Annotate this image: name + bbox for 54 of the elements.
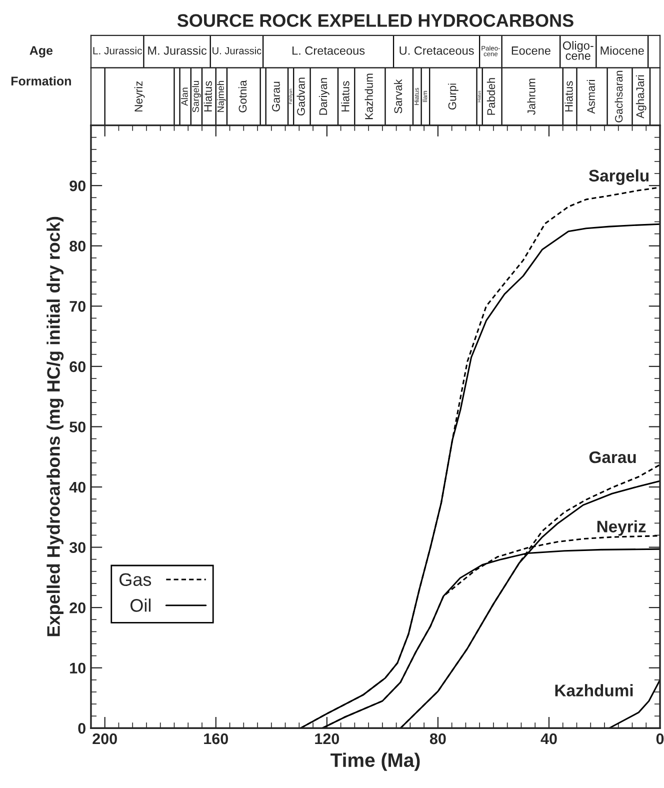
category-label: Sarvak <box>394 79 402 114</box>
category-label: Najmeh <box>217 80 226 112</box>
text: Oligo- cene <box>562 41 594 60</box>
category-label: Formation <box>11 76 71 86</box>
x-tick-label: 200 <box>92 733 117 744</box>
x-tick-label: 120 <box>315 733 340 744</box>
y-tick-label: 20 <box>70 602 86 614</box>
x-tick-label: 0 <box>656 733 664 744</box>
category-label: Jahrum <box>527 78 536 115</box>
y-tick-label: 70 <box>70 301 86 312</box>
text: Eocene <box>512 46 550 55</box>
text: SOURCE ROCK EXPELLED HYDROCARBONS <box>177 14 574 27</box>
y-tick-label: 40 <box>69 482 86 493</box>
category-label: Neyriz <box>134 81 145 112</box>
category-label: Pabdeh <box>486 78 496 115</box>
x-tick-label: 40 <box>540 733 557 744</box>
y-tick-label: 30 <box>69 542 86 553</box>
y-tick-label: 90 <box>70 180 86 192</box>
category-label: Hiatus <box>564 81 573 112</box>
category-label: Asmari <box>586 80 595 114</box>
text: U. Jurassic <box>212 46 262 54</box>
category-label: Gachsaran <box>614 70 623 122</box>
text: L. Jurassic <box>93 46 142 54</box>
annotation: Kazhdumi <box>555 684 633 696</box>
y-tick-label: 50 <box>70 422 86 432</box>
category-label: Hiatus <box>341 81 350 112</box>
category-label: Alan <box>180 88 188 106</box>
x-tick-label: 160 <box>204 733 228 744</box>
x-tick-label: 80 <box>430 733 446 744</box>
text: L. Cretaceous <box>292 46 365 55</box>
annotation: Garau <box>589 451 636 464</box>
category-label: Sargelu <box>192 80 201 112</box>
category-label: Garau <box>272 82 280 112</box>
category-label: Hiatus <box>204 81 212 112</box>
x-axis-title: Time (Ma) <box>330 752 420 771</box>
category-label: Gotnia <box>238 80 247 112</box>
category-label: Gadvan <box>296 78 305 116</box>
legend-label: Oil <box>130 598 151 612</box>
annotation: Neyriz <box>597 520 646 536</box>
text: U. Cretaceous <box>400 46 474 55</box>
category-label: Kazhdum <box>364 74 373 120</box>
y-tick-label: 60 <box>70 361 86 372</box>
y-tick-label: 80 <box>70 240 86 252</box>
text: Miocene <box>600 46 644 55</box>
category-label: Gurpi <box>448 84 458 110</box>
y-axis-title: Expelled Hydrocarbons (mg HC/g initial dry rock) <box>46 216 64 636</box>
annotation: Sargelu <box>588 169 649 185</box>
y-tick-label: 10 <box>70 662 86 674</box>
y-tick-label: 0 <box>78 722 86 734</box>
category-label: AghaJari <box>636 75 646 118</box>
legend-label: Gas <box>120 573 152 586</box>
category-label: Dariyan <box>318 78 330 115</box>
category-label: Age <box>30 46 53 58</box>
text: M. Jurassic <box>148 46 207 55</box>
